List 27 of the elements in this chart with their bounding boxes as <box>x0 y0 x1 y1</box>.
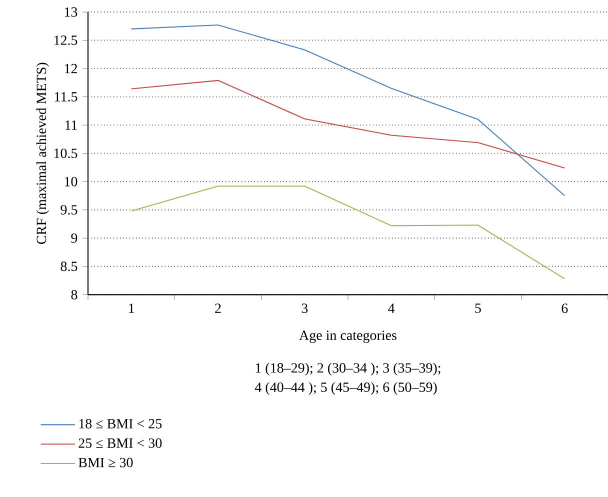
x-axis-title: Age in categories <box>299 330 396 343</box>
x-tick-label: 6 <box>562 303 568 313</box>
y-tick-label: 11.5 <box>54 92 78 102</box>
text: 1 (18–29); 2 (30–34 ); 3 (35–39); <box>256 362 440 376</box>
line-series <box>130 185 566 280</box>
legend-label: 25 ≤ BMI < 30 <box>78 438 162 448</box>
legend-label: BMI ≥ 30 <box>78 458 133 468</box>
y-tick-label: 8.5 <box>60 261 78 271</box>
x-tick-label: 3 <box>302 303 308 313</box>
y-tick-label: 12.5 <box>54 35 78 45</box>
y-tick-label: 9 <box>71 233 78 243</box>
y-tick-label: 8 <box>71 290 78 300</box>
y-tick-label: 10 <box>64 176 78 186</box>
text: 4 (40–44 ); 5 (45–49); 6 (50–59) <box>254 382 437 395</box>
y-tick-label: 13 <box>64 7 78 17</box>
x-tick-label: 4 <box>388 303 395 313</box>
line-series <box>130 80 566 168</box>
y-tick-label: 11 <box>65 120 77 130</box>
y-tick-label: 10.5 <box>54 148 78 158</box>
x-tick-label: 1 <box>129 303 134 313</box>
line-series <box>130 24 566 196</box>
y-tick-label: 12 <box>64 64 77 74</box>
x-tick-label: 2 <box>215 303 221 313</box>
x-tick-label: 5 <box>475 303 481 313</box>
legend-label: 18 ≤ BMI < 25 <box>79 418 162 428</box>
y-axis-title: CRF (maximal achieved METS) <box>36 62 49 244</box>
y-tick-label: 9.5 <box>60 204 78 214</box>
